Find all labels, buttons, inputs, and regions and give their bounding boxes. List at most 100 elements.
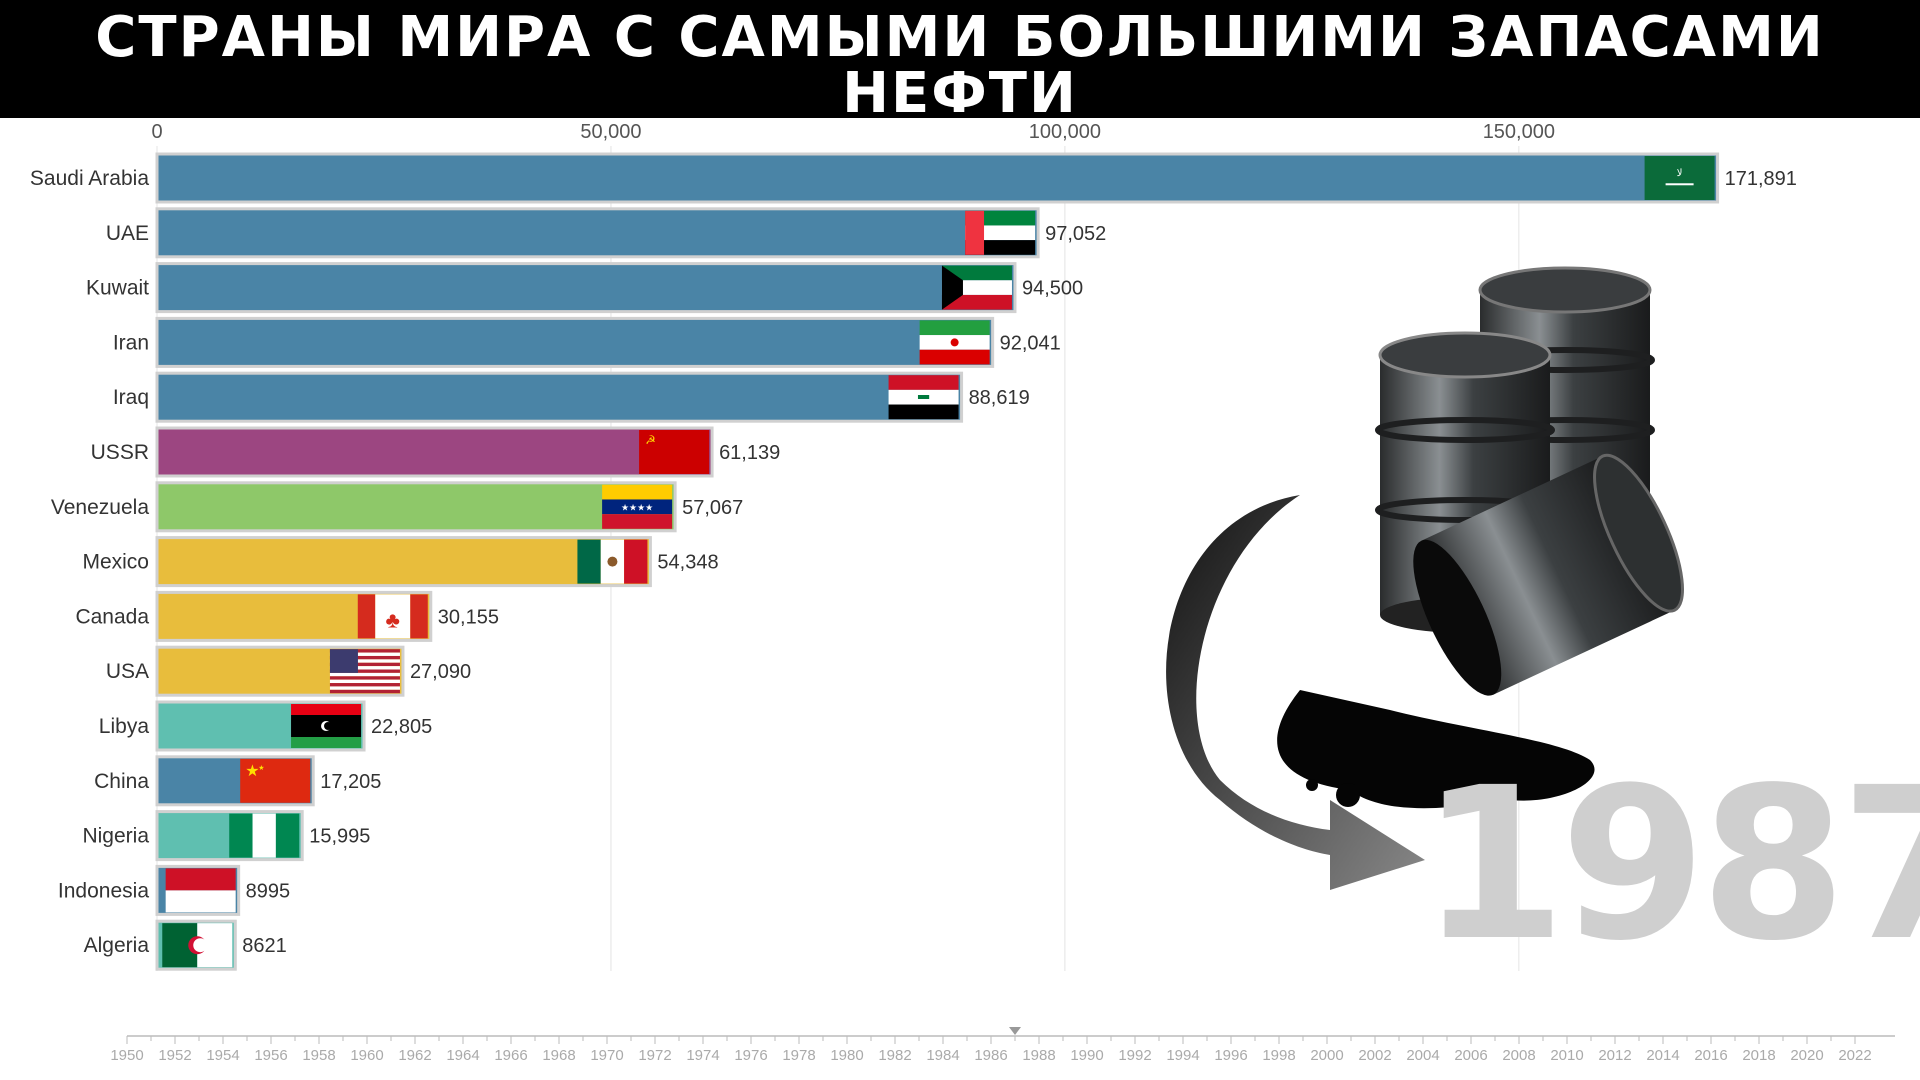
value-label: 15,995	[309, 826, 370, 848]
timeline-year-label[interactable]: 2020	[1790, 1047, 1823, 1064]
bar-row: USSR ☭ 61,139	[91, 426, 780, 478]
svg-text:☭: ☭	[645, 433, 656, 447]
timeline-year-label[interactable]: 1998	[1262, 1047, 1295, 1064]
timeline-year-label[interactable]: 1970	[590, 1047, 623, 1064]
bar	[155, 207, 1040, 259]
timeline-year-label[interactable]: 2004	[1406, 1047, 1439, 1064]
value-label: 61,139	[719, 442, 780, 464]
category-label: Kuwait	[86, 277, 149, 300]
timeline-year-label[interactable]: 2014	[1646, 1047, 1679, 1064]
canada-flag-icon: ♣	[357, 594, 428, 639]
value-label: 8995	[246, 880, 291, 902]
timeline-year-label[interactable]: 2002	[1358, 1047, 1391, 1064]
timeline-year-label[interactable]: 1992	[1118, 1047, 1151, 1064]
saudi-arabia-flag-icon: ﻻ	[1644, 156, 1715, 200]
timeline-year-label[interactable]: 2008	[1502, 1047, 1535, 1064]
bar-row: Indonesia 8995	[58, 864, 291, 916]
timeline-year-label[interactable]: 2012	[1598, 1047, 1631, 1064]
timeline-year-label[interactable]: 1978	[782, 1047, 815, 1064]
timeline-marker-icon[interactable]	[1009, 1027, 1021, 1035]
venezuela-flag-icon: ★★★★	[602, 484, 673, 529]
category-label: USA	[106, 660, 149, 683]
header: Страны мира с самыми большими запасами н…	[0, 0, 1920, 170]
timeline-year-label[interactable]: 2010	[1550, 1047, 1583, 1064]
value-label: 17,205	[320, 771, 381, 793]
timeline-year-label[interactable]: 1956	[254, 1047, 287, 1064]
current-year-label: 1987	[1420, 742, 1920, 987]
bar-row: Nigeria 15,995	[82, 810, 370, 862]
kuwait-flag-icon	[941, 265, 1012, 310]
iran-flag-icon	[919, 320, 990, 365]
timeline-year-label[interactable]: 2016	[1694, 1047, 1727, 1064]
bar-row: Mexico 54,348	[82, 536, 719, 588]
timeline-year-label[interactable]: 1968	[542, 1047, 575, 1064]
category-label: Venezuela	[51, 496, 149, 519]
timeline-year-label[interactable]: 1964	[446, 1047, 479, 1064]
svg-text:★: ★	[245, 763, 259, 780]
timeline-year-label[interactable]: 1990	[1070, 1047, 1103, 1064]
x-tick-label: 0	[151, 121, 162, 143]
timeline-year-label[interactable]: 1980	[830, 1047, 863, 1064]
timeline-year-label[interactable]: 1962	[398, 1047, 431, 1064]
iraq-flag-icon	[888, 375, 959, 420]
value-label: 88,619	[969, 387, 1030, 409]
bar-row: Saudi Arabia ﻻ 171,891	[30, 152, 1797, 204]
bar-row: USA 27,090	[106, 645, 471, 697]
bar	[155, 426, 714, 478]
svg-text:ﻻ: ﻻ	[1677, 168, 1683, 179]
category-label: Iran	[113, 331, 149, 354]
category-label: Nigeria	[82, 825, 149, 848]
bar-row: Kuwait 94,500	[86, 262, 1083, 314]
algeria-flag-icon	[162, 923, 233, 968]
timeline-year-label[interactable]: 1960	[350, 1047, 383, 1064]
category-label: Mexico	[82, 551, 149, 574]
chart-title: Страны мира с самыми большими запасами н…	[95, 5, 1825, 126]
ussr-flag-icon: ☭	[639, 430, 710, 474]
timeline-year-label[interactable]: 1972	[638, 1047, 671, 1064]
curved-arrow-icon	[1166, 495, 1425, 890]
timeline-year-label[interactable]: 1966	[494, 1047, 527, 1064]
category-label: UAE	[106, 222, 149, 245]
value-label: 94,500	[1022, 278, 1083, 300]
timeline-year-label[interactable]: 1950	[110, 1047, 143, 1064]
timeline-year-label[interactable]: 2018	[1742, 1047, 1775, 1064]
category-label: Iraq	[113, 386, 149, 409]
timeline-year-label[interactable]: 2000	[1310, 1047, 1343, 1064]
x-tick-label: 100,000	[1029, 121, 1101, 143]
svg-text:★★★★: ★★★★	[621, 502, 653, 512]
timeline-year-label[interactable]: 1988	[1022, 1047, 1055, 1064]
bar	[155, 481, 677, 533]
bar-row: Venezuela ★★★★ 57,067	[51, 481, 743, 533]
timeline-year-label[interactable]: 1984	[926, 1047, 959, 1064]
bar	[155, 152, 1720, 204]
timeline-year-label[interactable]: 1982	[878, 1047, 911, 1064]
value-label: 8621	[242, 935, 286, 957]
bar-row: Libya 22,805	[99, 700, 432, 752]
oil-barrels-illustration	[1166, 266, 1684, 890]
value-label: 30,155	[438, 606, 499, 628]
timeline-year-label[interactable]: 1954	[206, 1047, 239, 1064]
bar	[155, 536, 652, 588]
bar-row: China ★★ 17,205	[94, 755, 381, 807]
category-label: Indonesia	[58, 879, 149, 902]
mexico-flag-icon	[577, 539, 648, 584]
bar	[155, 316, 995, 368]
timeline-year-label[interactable]: 1994	[1166, 1047, 1199, 1064]
timeline-year-label[interactable]: 2022	[1838, 1047, 1871, 1064]
svg-text:★: ★	[258, 764, 264, 772]
value-label: 54,348	[657, 552, 718, 574]
timeline-year-label[interactable]: 1986	[974, 1047, 1007, 1064]
timeline-year-label[interactable]: 1958	[302, 1047, 335, 1064]
bar-chart: 0 50,000 100,000 150,000 Saudi Arabia ﻻ 171,89…	[30, 121, 1797, 971]
timeline-year-label[interactable]: 2006	[1454, 1047, 1487, 1064]
libya-flag-icon	[291, 704, 362, 748]
timeline-year-label[interactable]: 1952	[158, 1047, 191, 1064]
timeline[interactable]: 1950 1952 1954 1956 1958 1960 1962 1964 1966 1968…	[0, 1020, 1920, 1080]
bar-row: Iraq 88,619	[113, 371, 1030, 423]
timeline-year-label[interactable]: 1996	[1214, 1047, 1247, 1064]
value-label: 57,067	[682, 497, 743, 519]
nigeria-flag-icon	[229, 813, 300, 858]
timeline-year-label[interactable]: 1976	[734, 1047, 767, 1064]
timeline-year-label[interactable]: 1974	[686, 1047, 719, 1064]
value-label: 97,052	[1045, 223, 1106, 245]
